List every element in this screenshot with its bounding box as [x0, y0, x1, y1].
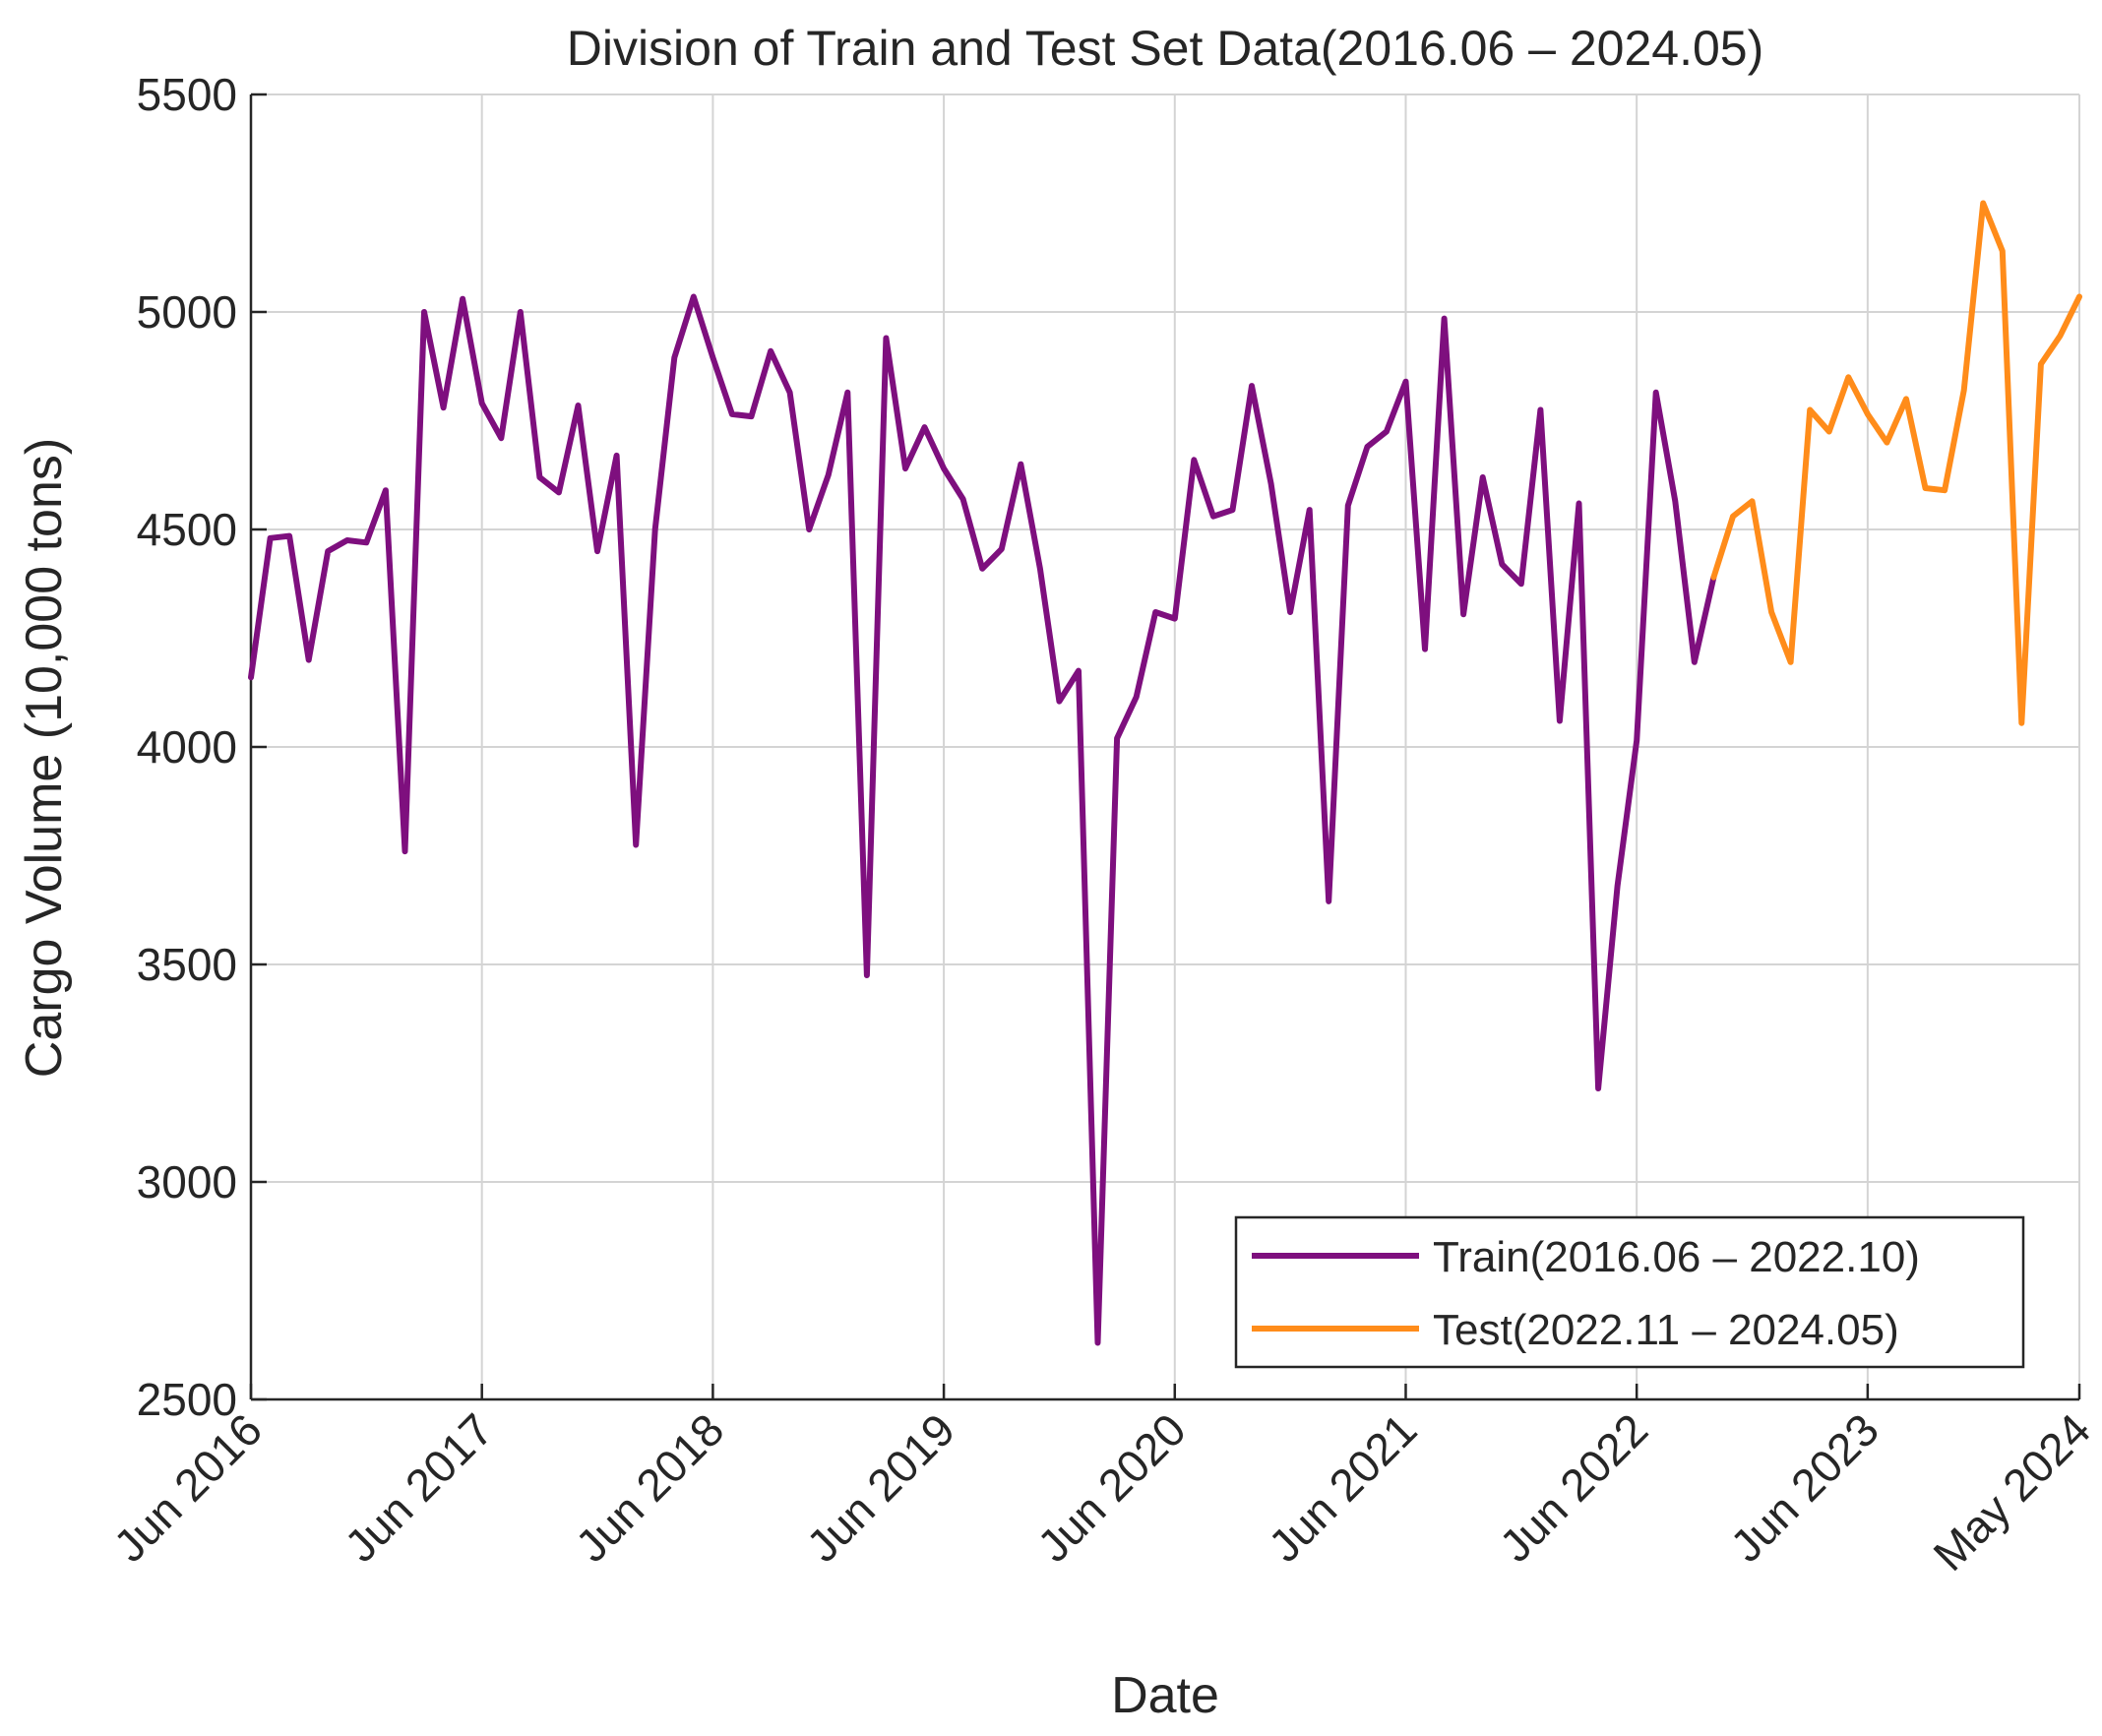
y-tick-label: 3500 — [137, 939, 237, 990]
legend-label-train: Train(2016.06 – 2022.10) — [1433, 1233, 1920, 1281]
y-tick-label: 5000 — [137, 286, 237, 338]
x-axis-title: Date — [1111, 1667, 1219, 1724]
chart-title: Division of Train and Test Set Data(2016… — [567, 21, 1764, 76]
y-tick-label: 4500 — [137, 504, 237, 555]
series-line-train — [248, 293, 1717, 1346]
legend-label-test: Test(2022.11 – 2024.05) — [1433, 1306, 1899, 1354]
y-tick-label: 3000 — [137, 1156, 237, 1208]
y-tick-label: 4000 — [137, 721, 237, 773]
axes — [249, 93, 2081, 1401]
legend-box — [1234, 1215, 2025, 1369]
y-tick-label: 5500 — [137, 69, 237, 120]
series-lines — [248, 200, 2082, 1346]
grid-lines — [251, 93, 2080, 1399]
y-tick-label: 2500 — [137, 1374, 237, 1425]
series-line-test — [1710, 200, 2082, 726]
y-axis-title: Cargo Volume (10,000 tons) — [16, 438, 73, 1078]
legend: Train(2016.06 – 2022.10) Test(2022.11 – … — [1234, 1215, 2025, 1369]
